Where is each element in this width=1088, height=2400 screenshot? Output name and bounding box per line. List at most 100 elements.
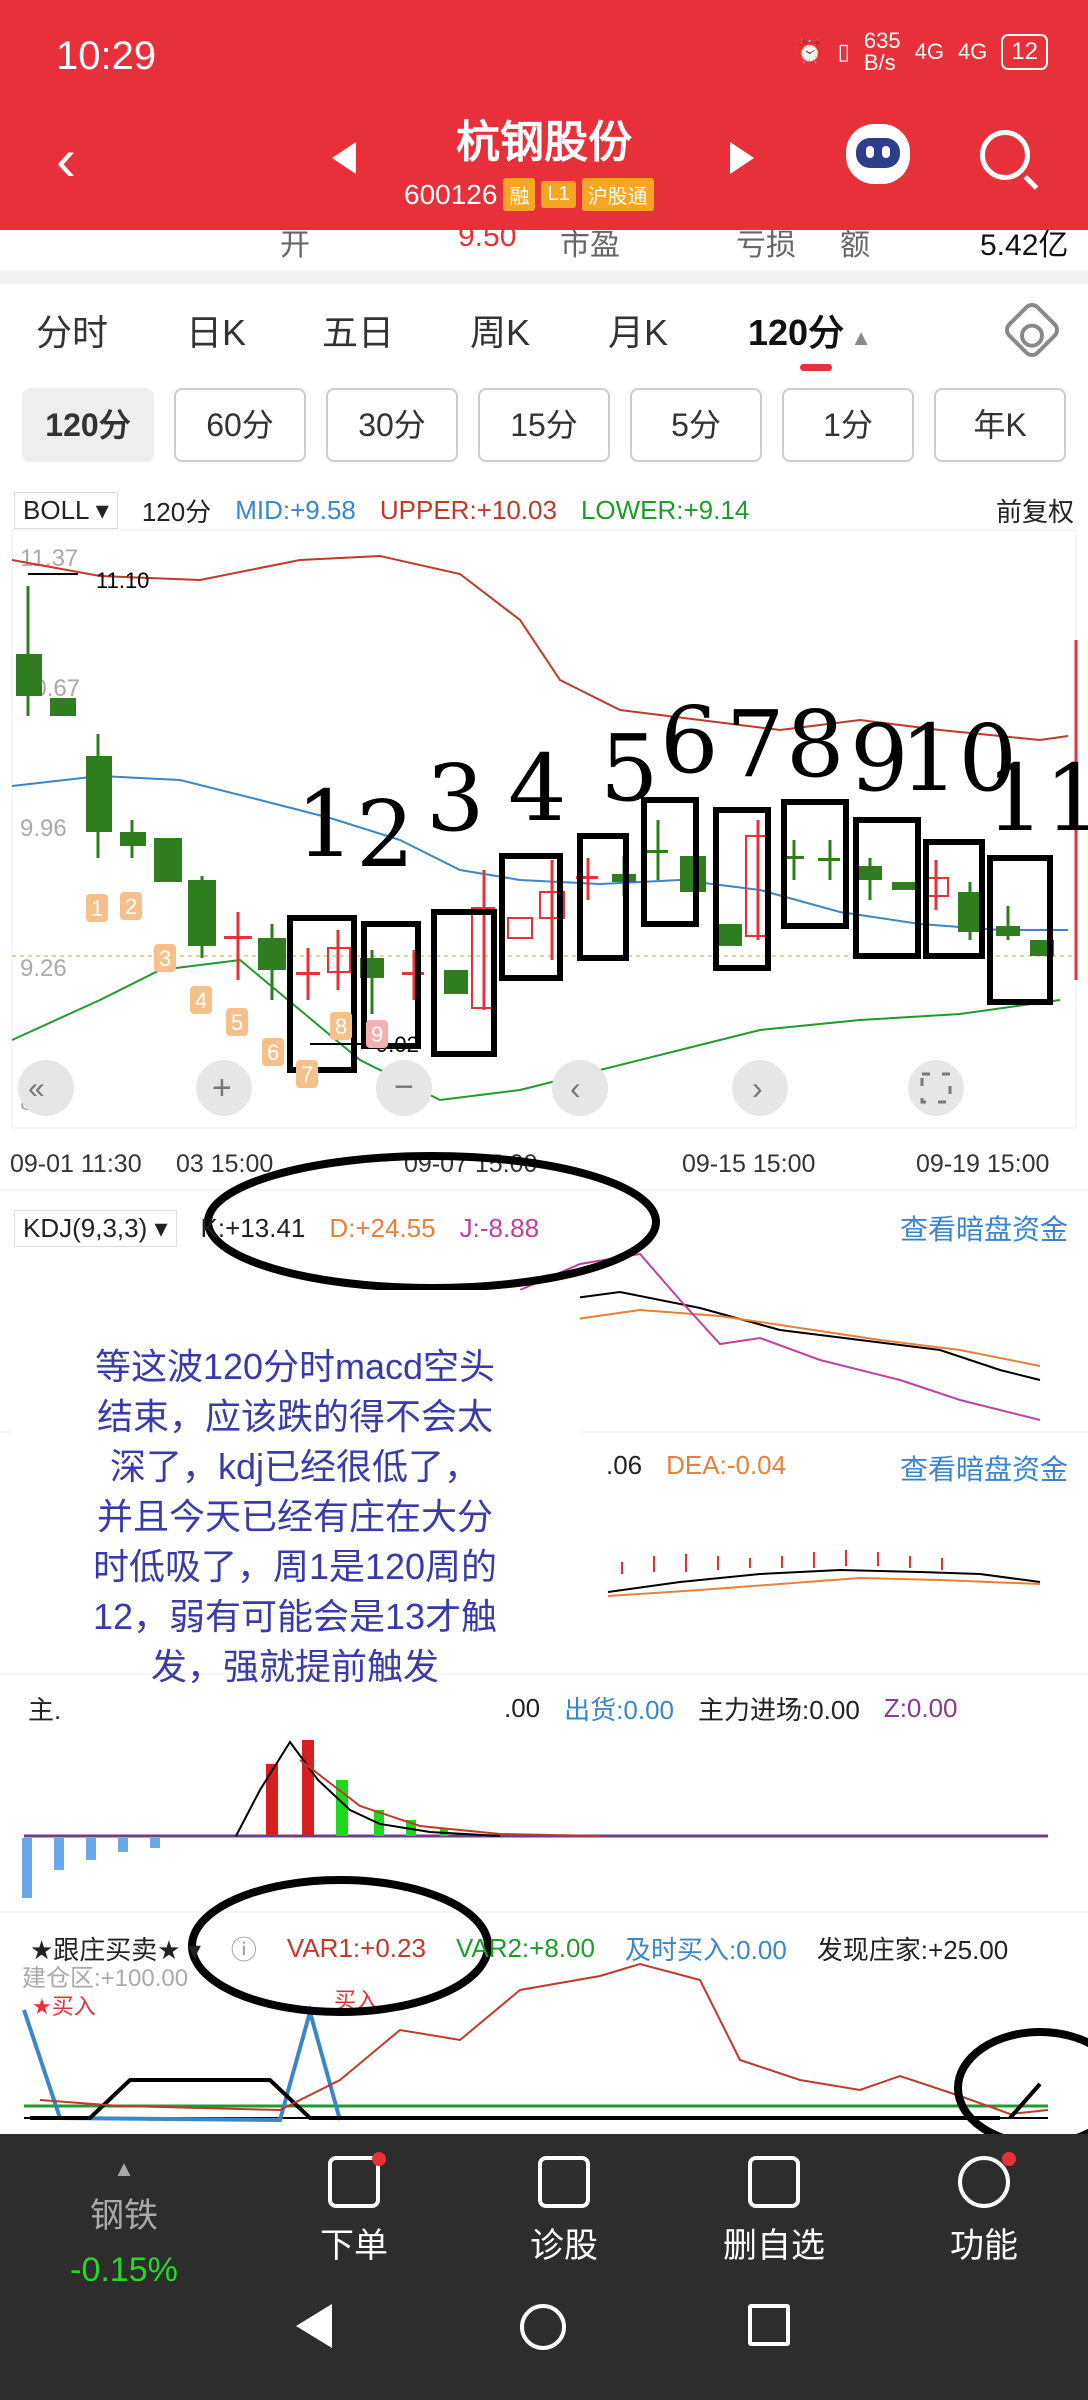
nav-remove-watchlist[interactable]: 删自选 — [694, 2156, 854, 2267]
follow-name[interactable]: ★跟庄买卖★ ▾ — [30, 1935, 201, 1965]
candle — [646, 850, 668, 853]
zoom-in-button[interactable] — [196, 1060, 252, 1116]
tab-daily[interactable]: 日K — [186, 312, 247, 353]
kdj-indicator-select[interactable]: KDJ(9,3,3) ▾ — [14, 1210, 177, 1247]
boll-upper: UPPER:+10.03 — [379, 495, 557, 525]
order-icon — [328, 2152, 386, 2208]
kdj-k: K:+13.41 — [200, 1213, 306, 1243]
bottom-nav: ▲ 钢铁 -0.15% 下单 诊股 删自选 功能 — [0, 2134, 1088, 2400]
tab-120min[interactable]: 120分 ▲ — [748, 304, 872, 371]
stock-subtitle: 600126 融 L1 沪股通 — [404, 178, 654, 211]
tab-weekly[interactable]: 周K — [470, 312, 531, 353]
kdj-legend: KDJ(9,3,3) ▾ K:+13.41 D:+24.55 J:-8.88 — [14, 1210, 539, 1247]
hw-num-4: 4 — [508, 735, 567, 842]
badge-4: 4 — [195, 988, 207, 1013]
candle — [86, 756, 112, 832]
candle — [782, 856, 804, 859]
system-home-icon[interactable] — [520, 2304, 566, 2350]
caret-up-icon: ▲ — [844, 325, 872, 350]
y-label-1: 11.37 — [20, 545, 78, 572]
badge-6: 6 — [267, 1040, 279, 1065]
macd-dea: DEA:-0.04 — [666, 1450, 787, 1480]
info-pe-label: 市盈 — [560, 230, 620, 262]
macd-value: .06 — [606, 1450, 643, 1480]
hw-stroke-bottom — [1008, 2082, 1042, 2120]
diagnose-icon — [538, 2156, 590, 2208]
adjust-mode[interactable]: 前复权 — [995, 497, 1074, 527]
hw-num-1: 1 — [296, 771, 355, 878]
subtab-30[interactable]: 30分 — [326, 388, 458, 462]
note-line: 时低吸了，周1是120周的 — [92, 1546, 498, 1587]
tab-five-day[interactable]: 五日 — [322, 312, 395, 353]
candle — [716, 924, 742, 946]
subtab-1[interactable]: 1分 — [782, 388, 914, 462]
app-header: 10:29 ⏰ ▯ 635 B/s 4G 4G 12 ‹ 杭钢股份 600126… — [0, 0, 1088, 230]
hw-num-2: 2 — [356, 781, 415, 888]
subtab-120[interactable]: 120分 — [22, 388, 154, 462]
follow-zone-line — [30, 2078, 1000, 2120]
system-recents-icon[interactable] — [748, 2304, 790, 2346]
search-icon[interactable] — [980, 130, 1030, 180]
macd-dif-line — [607, 1568, 1041, 1593]
follow-name-label: ★跟庄买卖★ — [30, 1935, 181, 1965]
dark-pool-link-2[interactable]: 查看暗盘资金 — [899, 1454, 1068, 1485]
tab-intraday[interactable]: 分时 — [36, 312, 109, 353]
note-line: 深了，kdj已经很低了， — [109, 1446, 481, 1487]
dark-pool-link-1[interactable]: 查看暗盘资金 — [899, 1214, 1068, 1245]
candle — [444, 970, 468, 994]
badge-8: 8 — [335, 1014, 347, 1039]
menu-icon — [958, 2152, 1016, 2208]
subtab-60[interactable]: 60分 — [174, 388, 306, 462]
prev-stock-icon[interactable] — [332, 142, 356, 174]
signal-1: 4G — [914, 39, 944, 64]
robot-assistant-icon[interactable] — [846, 124, 910, 184]
hw-num-10: 10 — [900, 705, 1017, 812]
boll-lower: LOWER:+9.14 — [580, 495, 750, 525]
candle — [958, 892, 982, 932]
sector-info[interactable]: ▲ 钢铁 -0.15% — [44, 2156, 204, 2290]
subtab-5[interactable]: 5分 — [630, 388, 762, 462]
candle — [858, 866, 882, 880]
note-line: 结束，应该跌的得不会太 — [96, 1396, 493, 1437]
quote-info-bar: 开 9.50 市盈 亏损 额 5.42亿 — [0, 230, 1088, 270]
macd-legend: .06 DEA:-0.04 — [606, 1450, 786, 1481]
subtab-15[interactable]: 15分 — [478, 388, 610, 462]
hw-num-5: 5 — [600, 715, 659, 822]
pan-left-button[interactable] — [552, 1060, 608, 1116]
nav-order-label: 下单 — [320, 2227, 388, 2265]
candle — [996, 926, 1020, 936]
buy-mark: ★买入 — [32, 1994, 96, 2019]
upper-band — [11, 554, 1069, 742]
follow-buy-line — [22, 2004, 342, 2123]
hw-num-7: 7 — [726, 691, 785, 798]
tab-monthly[interactable]: 月K — [608, 312, 669, 353]
follow-dealer: 发现庄家:+25.00 — [816, 1935, 1009, 1965]
badge-9: 9 — [371, 1022, 383, 1047]
pan-right-button[interactable] — [732, 1060, 788, 1116]
candle — [507, 917, 533, 939]
info-pe-value: 亏损 — [736, 230, 796, 262]
help-icon[interactable]: ⓘ — [230, 1935, 257, 1965]
time-label-2: 03 15:00 — [176, 1150, 273, 1178]
follow-var1: VAR1:+0.23 — [286, 1933, 426, 1963]
hw-ellipse-end — [954, 2028, 1088, 2134]
zoom-out-button[interactable] — [376, 1060, 432, 1116]
stock-name: 杭钢股份 — [456, 118, 632, 167]
system-back-icon[interactable] — [296, 2304, 332, 2348]
minus-icon: − — [394, 1068, 414, 1106]
rewind-button[interactable] — [18, 1060, 74, 1116]
subtab-year[interactable]: 年K — [934, 388, 1066, 462]
nav-functions[interactable]: 功能 — [904, 2152, 1064, 2267]
status-icons: ⏰ ▯ 635 B/s 4G 4G 12 — [796, 30, 1048, 74]
kline-chart[interactable]: 11.37 10.67 9.96 9.26 8.56 — [0, 0, 1088, 2134]
back-icon[interactable]: ‹ — [56, 126, 76, 193]
capital-name: 主. — [28, 1695, 62, 1725]
fullscreen-button[interactable] — [908, 1060, 964, 1116]
next-stock-icon[interactable] — [730, 142, 754, 174]
badge-2: 2 — [125, 894, 137, 919]
boll-indicator-select[interactable]: BOLL ▾ — [14, 492, 118, 529]
candle — [402, 972, 424, 975]
hw-ellipse-var — [188, 1876, 492, 2016]
nav-diagnose[interactable]: 诊股 — [484, 2156, 644, 2267]
nav-order[interactable]: 下单 — [274, 2152, 434, 2267]
